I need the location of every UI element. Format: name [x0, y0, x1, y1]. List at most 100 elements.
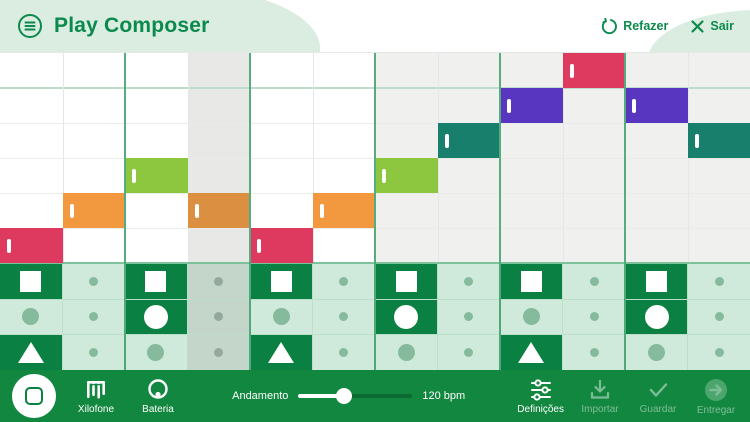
stop-icon — [25, 387, 43, 405]
instrument-xylophone-button[interactable]: Xilofone — [74, 378, 118, 415]
settings-label: Definições — [517, 403, 564, 415]
beat-divider-line — [499, 53, 501, 262]
percussion-cell-square[interactable] — [187, 264, 250, 299]
beat-divider-line — [624, 262, 626, 370]
note-red[interactable] — [0, 228, 63, 263]
empty-step-dot — [397, 344, 415, 362]
percussion-cell-square[interactable] — [563, 264, 625, 299]
beat-divider-line — [499, 262, 501, 370]
percussion-cell-square[interactable] — [62, 264, 125, 299]
empty-step-dot — [214, 276, 224, 286]
tempo-slider-thumb[interactable] — [335, 388, 352, 404]
percussion-cell-circle[interactable] — [0, 299, 62, 335]
percussion-cell-square[interactable] — [438, 264, 500, 299]
empty-step-dot — [589, 276, 599, 286]
note-orange[interactable] — [62, 193, 125, 228]
percussion-cell-square[interactable] — [312, 264, 375, 299]
empty-step-dot — [464, 312, 474, 322]
note-orange[interactable] — [312, 193, 375, 228]
percussion-cell-triangle[interactable] — [250, 335, 312, 370]
note-red[interactable] — [250, 228, 313, 263]
note-tick — [69, 203, 74, 218]
percussion-cell-triangle[interactable] — [563, 335, 625, 370]
percussion-cell-triangle[interactable] — [62, 335, 125, 370]
note-green[interactable] — [125, 158, 188, 193]
note-tick — [132, 168, 136, 183]
submit-label: Entregar — [696, 404, 736, 416]
percussion-cell-circle[interactable] — [62, 299, 125, 335]
note-teal[interactable] — [687, 123, 750, 158]
note-tick — [444, 133, 449, 148]
exit-button[interactable]: Sair — [690, 19, 734, 34]
percussion-cell-triangle[interactable] — [438, 335, 500, 370]
percussion-section — [0, 262, 750, 370]
import-label: Importar — [581, 403, 619, 415]
percussion-cell-square[interactable] — [500, 264, 563, 299]
instrument-drums-button[interactable]: Bateria — [136, 378, 180, 415]
tempo-slider[interactable] — [298, 388, 413, 404]
tempo-slider-track — [298, 394, 413, 398]
header-decor-blob-left — [0, 0, 320, 52]
empty-step-dot — [88, 276, 98, 286]
percussion-cell-circle[interactable] — [375, 299, 438, 335]
note-orange_dim[interactable] — [187, 193, 250, 228]
percussion-cell-circle[interactable] — [125, 299, 187, 335]
percussion-cell-square[interactable] — [375, 264, 438, 299]
note-green[interactable] — [375, 158, 438, 193]
percussion-cell-square[interactable] — [0, 264, 62, 299]
menu-button[interactable] — [16, 12, 44, 40]
submit-button[interactable]: Entregar — [694, 377, 738, 416]
redo-button[interactable]: Refazer — [601, 17, 668, 35]
note-red[interactable] — [562, 53, 625, 88]
arrow-circle-icon — [703, 377, 729, 403]
percussion-cell-circle[interactable] — [625, 299, 688, 335]
percussion-cell-square[interactable] — [250, 264, 312, 299]
percussion-cell-circle[interactable] — [250, 299, 312, 335]
xylophone-icon — [83, 378, 109, 402]
exit-label: Sair — [710, 19, 734, 33]
percussion-cell-triangle[interactable] — [375, 335, 438, 370]
save-label: Guardar — [639, 403, 677, 415]
square-hit-icon — [20, 270, 42, 292]
percussion-cell-triangle[interactable] — [125, 335, 187, 370]
empty-step-dot — [714, 348, 724, 358]
beat-divider-line — [249, 262, 251, 370]
empty-step-dot — [88, 348, 98, 358]
empty-step-dot — [214, 348, 224, 358]
beat-divider-line — [374, 262, 376, 370]
melody-grid[interactable] — [0, 52, 750, 263]
percussion-cell-triangle[interactable] — [500, 335, 563, 370]
save-button[interactable]: Guardar — [636, 378, 680, 415]
percussion-cell-circle[interactable] — [688, 299, 750, 335]
percussion-cell-triangle[interactable] — [187, 335, 250, 370]
percussion-cell-triangle[interactable] — [688, 335, 750, 370]
percussion-grid — [0, 264, 750, 370]
note-purple[interactable] — [500, 88, 563, 123]
percussion-cell-circle[interactable] — [500, 299, 563, 335]
settings-button[interactable]: Definições — [517, 378, 564, 415]
percussion-cell-square[interactable] — [688, 264, 750, 299]
percussion-cell-square[interactable] — [625, 264, 688, 299]
circle-hit-icon — [143, 304, 168, 329]
close-icon — [690, 19, 705, 34]
percussion-cell-circle[interactable] — [187, 299, 250, 335]
note-purple[interactable] — [625, 88, 688, 123]
import-button[interactable]: Importar — [578, 378, 622, 415]
percussion-cell-circle[interactable] — [563, 299, 625, 335]
percussion-cell-triangle[interactable] — [625, 335, 688, 370]
empty-step-dot — [714, 276, 724, 286]
note-tick — [694, 133, 699, 148]
percussion-cell-square[interactable] — [125, 264, 187, 299]
beat-divider-line — [124, 262, 126, 370]
percussion-cell-triangle[interactable] — [312, 335, 375, 370]
hamburger-menu-icon — [17, 13, 43, 39]
tempo-control: Andamento 120 bpm — [232, 388, 465, 404]
percussion-cell-circle[interactable] — [312, 299, 375, 335]
percussion-cell-triangle[interactable] — [0, 335, 62, 370]
percussion-cell-circle[interactable] — [438, 299, 500, 335]
note-teal[interactable] — [437, 123, 500, 158]
stop-playback-button[interactable] — [12, 374, 56, 418]
empty-step-dot — [88, 312, 98, 322]
note-tick — [382, 168, 386, 183]
